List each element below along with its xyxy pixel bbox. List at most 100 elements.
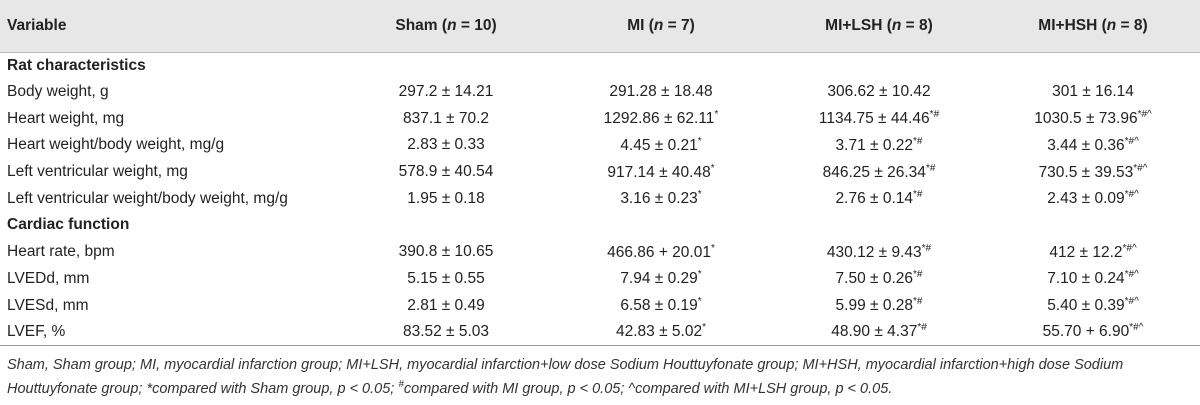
cell-hsh-value: 1030.5 ± 73.96 [1034,110,1138,128]
cell-lsh-value: 48.90 ± 4.37 [831,323,918,341]
cell-hsh-value: 301 ± 16.14 [1052,83,1134,101]
cell-hsh: 301 ± 16.14 [986,79,1200,106]
row-label: LVESd, mm [7,296,89,314]
row-label: Heart weight/body weight, mg/g [7,136,225,154]
cell-mi: 466.86 + 20.01* [550,239,772,266]
header-hsh-eq: = 8 [1116,16,1143,34]
table-row: Left ventricular weight/body weight, mg/… [0,185,1200,212]
row-label: Heart rate, bpm [7,243,115,261]
header-sham-n: n [447,16,457,34]
cell-lsh: 306.62 ± 10.42 [772,79,986,106]
cell-hsh-sig: *#^ [1137,109,1152,121]
table-row: Heart rate, bpm 390.8 ± 10.65 466.86 + 2… [0,239,1200,266]
cell-mi-value: 291.28 ± 18.48 [609,83,713,101]
cell-hsh-value: 412 ± 12.2 [1049,243,1123,261]
header-variable: Variable [7,16,67,34]
row-label: Left ventricular weight, mg [7,163,188,181]
footnote-hash: # [398,379,404,391]
cell-sham: 83.52 ± 5.03 [402,322,490,340]
section-title-cardiac: Cardiac function [7,216,130,234]
header-sham-name: Sham [395,16,438,34]
data-table: Variable Sham (n = 10) MI (n = 7) MI+LSH… [0,0,1200,346]
table-row: Left ventricular weight, mg 578.9 ± 40.5… [0,159,1200,186]
cell-hsh-value: 730.5 ± 39.53 [1038,163,1134,181]
cell-lsh: 2.76 ± 0.14*# [772,185,986,212]
cell-mi: 917.14 ± 40.48* [550,159,772,186]
cell-lsh: 430.12 ± 9.43*# [772,239,986,266]
cell-sham: 2.81 ± 0.49 [407,296,485,314]
cell-hsh: 5.40 ± 0.39*#^ [986,292,1200,319]
cell-lsh-sig: *# [913,269,923,281]
cell-sham: 5.15 ± 0.55 [407,269,485,287]
cell-mi-sig: * [697,135,702,147]
cell-lsh-sig: *# [925,162,936,174]
header-row: Variable Sham (n = 10) MI (n = 7) MI+LSH… [0,0,1200,52]
section-row-rat: Rat characteristics [0,52,1200,79]
section-title-rat: Rat characteristics [7,56,146,74]
row-label: LVEF, % [7,322,66,340]
table-footnote: Sham, Sham group; MI, myocardial infarct… [0,346,1200,399]
header-sham-eq: = 10 [456,16,492,34]
header-mi-eq: = 7 [663,16,690,34]
section-row-cardiac: Cardiac function [0,212,1200,239]
header-lsh-eq: = 8 [901,16,928,34]
table-header: Variable Sham (n = 10) MI (n = 7) MI+LSH… [0,0,1200,52]
cell-lsh-value: 7.50 ± 0.26 [835,270,913,288]
cell-sham: 297.2 ± 14.21 [398,83,494,101]
cell-lsh: 7.50 ± 0.26*# [772,266,986,293]
cell-mi: 291.28 ± 18.48 [550,79,772,106]
header-lsh: MI+LSH (n = 8) [825,16,933,34]
cell-hsh-sig: *#^ [1124,189,1139,201]
row-label: Heart weight, mg [7,109,125,127]
cell-hsh: 1030.5 ± 73.96*#^ [986,105,1200,132]
cell-mi: 4.45 ± 0.21* [550,132,772,159]
cell-hsh-value: 55.70 + 6.90 [1042,323,1130,341]
cell-hsh-value: 2.43 ± 0.09 [1047,190,1125,208]
cell-hsh-value: 3.44 ± 0.36 [1047,136,1125,154]
cell-sham: 837.1 ± 70.2 [402,109,490,127]
cell-mi-value: 4.45 ± 0.21 [620,136,698,154]
header-sham: Sham (n = 10) [395,16,497,34]
cell-hsh-sig: *#^ [1129,322,1144,334]
cell-mi: 6.58 ± 0.19* [550,292,772,319]
cell-lsh-sig: *# [913,135,923,147]
table-row: Heart weight, mg 837.1 ± 70.2 1292.86 ± … [0,105,1200,132]
row-label: Body weight, g [7,83,109,101]
cell-lsh-value: 5.99 ± 0.28 [835,297,913,315]
cell-hsh: 2.43 ± 0.09*#^ [986,185,1200,212]
cell-sham: 2.83 ± 0.33 [407,136,485,154]
header-lsh-n: n [891,16,902,34]
cell-lsh-value: 430.12 ± 9.43 [826,243,922,261]
table-row: Heart weight/body weight, mg/g 2.83 ± 0.… [0,132,1200,159]
cell-mi-sig: * [697,189,702,201]
cell-hsh: 730.5 ± 39.53*#^ [986,159,1200,186]
cell-lsh-value: 306.62 ± 10.42 [827,83,931,101]
cell-lsh-value: 3.71 ± 0.22 [835,136,913,154]
cell-hsh-value: 7.10 ± 0.24 [1047,270,1125,288]
header-hsh-name: MI+HSH [1038,16,1098,34]
cell-mi: 42.83 ± 5.02* [550,319,772,346]
header-mi: MI (n = 7) [627,16,695,34]
cell-mi: 3.16 ± 0.23* [550,185,772,212]
cell-lsh-value: 2.76 ± 0.14 [835,190,913,208]
cell-mi-sig: * [697,295,702,307]
cell-hsh-sig: *#^ [1122,242,1137,254]
footnote-part1: Sham, Sham group; MI, myocardial infarct… [7,357,1124,397]
cell-mi-value: 3.16 ± 0.23 [620,190,698,208]
cell-mi-sig: * [697,269,702,281]
cell-lsh: 5.99 ± 0.28*# [772,292,986,319]
cell-mi-value: 7.94 ± 0.29 [620,270,698,288]
table-body: Rat characteristics Body weight, g 297.2… [0,52,1200,346]
cell-mi: 7.94 ± 0.29* [550,266,772,293]
cell-lsh: 1134.75 ± 44.46*# [772,105,986,132]
header-mi-name: MI [627,16,645,34]
cell-lsh-value: 846.25 ± 26.34 [822,163,926,181]
cell-mi-sig: * [710,242,715,254]
cell-lsh-value: 1134.75 ± 44.46 [818,110,930,128]
cell-hsh-sig: *#^ [1124,135,1139,147]
cell-lsh-sig: *# [917,322,927,334]
cell-hsh-sig: *#^ [1124,269,1139,281]
cell-mi-sig: * [710,162,715,174]
row-label: Left ventricular weight/body weight, mg/… [7,189,288,207]
table-row: LVESd, mm 2.81 ± 0.49 6.58 ± 0.19* 5.99 … [0,292,1200,319]
